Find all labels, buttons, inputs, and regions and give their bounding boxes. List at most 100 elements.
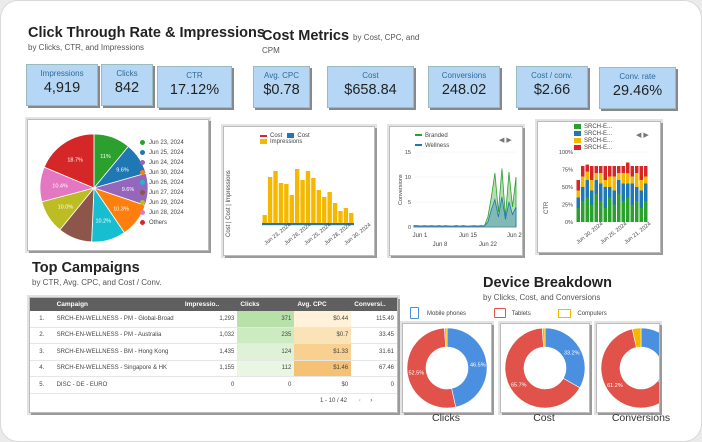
donut-segment-label: 46.5% — [470, 363, 486, 369]
impressions-bar — [267, 177, 273, 225]
kpi-value: 248.02 — [441, 82, 487, 98]
ctr-chart-card[interactable]: SRCH-E... SRCH-E... SRCH-E... SRCH-E... … — [537, 121, 661, 253]
col-impressions[interactable]: Impressio.. — [181, 298, 238, 311]
stacked-bar-segment — [608, 176, 612, 187]
stacked-bar-segment — [630, 176, 634, 184]
stacked-bar-segment — [621, 166, 625, 173]
col-clicks[interactable]: Clicks — [237, 298, 295, 311]
kpi-conversions[interactable]: Conversions 248.02 — [428, 66, 500, 108]
donut-segment — [544, 327, 586, 389]
stacked-bar-segment — [581, 201, 585, 222]
y-tick-label: 100% — [559, 150, 573, 156]
x-tick-label: Jun 1 — [413, 233, 428, 239]
stacked-bar-segment — [612, 204, 616, 222]
stacked-bar-segment — [617, 194, 621, 222]
pie-legend-item: Jun 28, 2024 — [140, 210, 184, 220]
stacked-bar-segment — [612, 190, 616, 205]
bar-chart-legend: Cost Cost Impressions — [260, 133, 370, 145]
prev-page-button[interactable]: ‹ — [358, 398, 361, 404]
table-row[interactable]: 3. SRCH-EN-WELLNESS - BM - Hong Kong 1,435… — [30, 343, 397, 361]
next-page-button[interactable]: › — [370, 398, 373, 404]
conversions-cell: 115.49 — [351, 311, 397, 328]
device-subtitle: by Clicks, Cost, and Conversions — [483, 293, 601, 302]
campaign-name: SRCH-EN-WELLNESS - PM - Global-Broad — [53, 311, 182, 328]
avg-cpc-cell: $1.46 — [294, 360, 352, 377]
kpi-cost-per-conv[interactable]: Cost / conv. $2.66 — [516, 66, 588, 108]
device-title: Device Breakdown — [483, 275, 612, 291]
donut-segment — [640, 327, 659, 382]
conversions-cell: 31.61 — [351, 343, 397, 361]
donut-caption-conversions: Conversions — [611, 412, 671, 424]
table-row[interactable]: 4. SRCH-EN-WELLNESS - Singapore & HK 1,155… — [30, 360, 397, 377]
pie-slice-label: 9.6% — [122, 187, 135, 193]
donut-segment-label: 52.5% — [409, 370, 425, 376]
kpi-conv-rate[interactable]: Conv. rate 29.46% — [599, 67, 676, 109]
legend-label: Jun 24, 2024 — [149, 160, 184, 167]
kpi-label: Cost / conv. — [531, 71, 573, 80]
impressions-bar — [278, 183, 284, 225]
clicks-cell: 0 — [237, 376, 295, 394]
stacked-bar-segment — [612, 176, 616, 191]
col-avg-cpc[interactable]: Avg. CPC — [294, 298, 352, 311]
pie-slice-label: 9.6% — [116, 167, 129, 173]
table-row[interactable]: 1. SRCH-EN-WELLNESS - PM - Global-Broad 1,… — [30, 311, 397, 328]
kpi-ctr[interactable]: CTR 17.12% — [157, 66, 232, 108]
legend-series-1: SRCH-E... — [574, 124, 612, 131]
kpi-cost[interactable]: Cost $658.84 — [327, 66, 414, 108]
stacked-bar-segment — [630, 183, 634, 205]
stacked-bar-segment — [576, 180, 580, 191]
pie-slice-label: 11% — [100, 154, 111, 160]
area-chart-pager[interactable]: ◀ ▶ — [499, 137, 512, 144]
avg-cpc-cell: $0.44 — [294, 311, 352, 328]
pagination-text: 1 - 10 / 42 — [320, 398, 348, 404]
cost-section-title: Cost Metrics by Cost, CPC, and — [262, 28, 419, 44]
stacked-bar-segment — [635, 187, 639, 201]
kpi-impressions[interactable]: Impressions 4,919 — [26, 64, 98, 106]
col-conversions[interactable]: Conversi.. — [351, 298, 397, 311]
stacked-bar-segment — [576, 208, 580, 222]
cost-impressions-chart-card[interactable]: Cost Cost Impressions Cost | Cost | Impr… — [223, 126, 375, 256]
clicks-cell: 235 — [237, 327, 295, 344]
kpi-clicks[interactable]: Clicks 842 — [101, 64, 153, 106]
campaign-name: SRCH-EN-WELLNESS - BM - Hong Kong — [53, 343, 182, 361]
impressions-bar — [305, 171, 311, 225]
row-index: 3. — [30, 343, 54, 361]
table-header-row: Campaign Impressio.. Clicks Avg. CPC Con… — [30, 298, 397, 311]
cost-bar-strip — [262, 223, 354, 225]
stacked-bar-segment — [626, 183, 630, 198]
legend-label: SRCH-E... — [584, 131, 613, 138]
y-tick-label: 0% — [565, 220, 573, 226]
stacked-chart-legend: SRCH-E... SRCH-E... SRCH-E... SRCH-E... — [574, 124, 612, 152]
stacked-bar-segment — [581, 166, 585, 177]
impressions-bar — [294, 169, 300, 225]
pie-chart-card[interactable]: 11% 9.6% 9.6% 10.3% 10.2% 10.0% 10.4% 18.7% Jun… — [27, 119, 209, 251]
legend-label: Impressions — [270, 139, 303, 146]
kpi-value: 17.12% — [169, 82, 220, 98]
stacked-bar-segment — [599, 183, 603, 201]
kpi-label: Impressions — [40, 69, 84, 78]
x-tick-label: Jun 21, 2024 — [624, 221, 653, 245]
area-chart-legend: Branded Wellness — [415, 133, 449, 153]
donut-cost-card[interactable]: 33.2% 65.7% — [500, 323, 590, 413]
table-row[interactable]: 5. DISC - DE - EURO 0 0 $0 0 — [30, 376, 397, 394]
kpi-value: $658.84 — [344, 82, 397, 98]
table-row[interactable]: 2. SRCH-EN-WELLNESS - PM - Australia 1,032… — [30, 327, 397, 344]
kpi-avg-cpc[interactable]: Avg. CPC $0.78 — [253, 66, 310, 108]
conversions-chart-card[interactable]: Branded Wellness ◀ ▶ 15 10 5 0 Conversions Ju… — [389, 126, 523, 256]
stacked-bar-segment — [617, 166, 621, 173]
legend-label: Cost — [297, 133, 310, 140]
stacked-chart-pager[interactable]: ◀ ▶ — [636, 132, 649, 139]
stacked-bar-segment — [635, 173, 639, 187]
stacked-bar-segment — [621, 201, 625, 222]
donut-conversions-card[interactable]: 35.3%61.2% — [596, 323, 660, 413]
donut-clicks-card[interactable]: 46.5% 52.5% — [402, 323, 492, 413]
stacked-bar-segment — [644, 201, 648, 222]
col-campaign[interactable]: Campaign — [53, 298, 182, 311]
stacked-bar-segment — [576, 190, 580, 198]
pie-slice-label: 10.2% — [95, 219, 111, 225]
legend-label: Jun 25, 2024 — [149, 150, 184, 157]
impressions-cell: 0 — [181, 376, 238, 394]
stacked-bar-segment — [644, 183, 648, 201]
